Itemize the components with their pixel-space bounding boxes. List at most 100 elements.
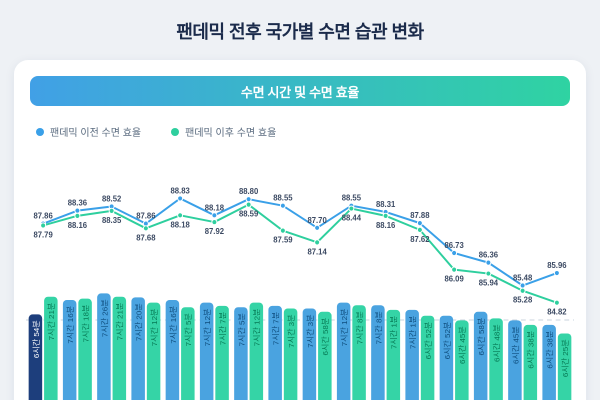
line-point[interactable] [74,207,81,214]
efficiency-value-label: 88.18 [170,220,190,229]
line-point[interactable] [348,205,355,212]
sleep-time-bar[interactable] [44,296,58,400]
line-point[interactable] [416,220,423,227]
efficiency-value-label: 84.82 [547,308,567,317]
bar-time-label: 7시간 16분 [65,306,75,344]
line-point[interactable] [416,226,423,233]
line-point[interactable] [485,270,492,277]
line-point[interactable] [451,266,458,273]
line-point[interactable] [211,212,218,219]
legend-label-post: 팬데믹 이후 수면 효율 [185,128,277,139]
sleep-time-bar[interactable] [420,315,435,400]
efficiency-value-label: 85.94 [479,278,499,287]
bar-time-label: 6시간 52분 [423,322,433,360]
bar-time-label: 7시간 12분 [252,309,262,347]
legend-item-pre-pandemic[interactable]: 팬데믹 이전 수면 효율 [36,124,141,139]
line-point[interactable] [74,212,81,219]
legend-item-post-pandemic[interactable]: 팬데믹 이후 수면 효율 [171,124,276,139]
line-point[interactable] [279,202,286,209]
sleep-time-bar[interactable] [131,297,145,400]
sleep-time-bar[interactable] [199,302,214,400]
efficiency-value-label: 87.86 [33,212,53,221]
sleep-time-bar[interactable] [405,309,419,400]
line-point[interactable] [451,249,458,257]
bar-time-label: 6시간 58분 [476,318,486,356]
sleep-efficiency-and-time-chart: 6시간 54분 7시간 21분 7시간 16분 7시간 18분 7시간 26분 7시간 2… [26,186,574,400]
bar-time-label: 7시간 12분 [149,309,159,347]
efficiency-line-1 [42,203,558,304]
card-header-title: 수면 시간 및 수면 효율 [240,84,360,100]
sleep-time-bar[interactable] [371,305,385,400]
sleep-time-bar[interactable] [386,309,401,400]
line-point[interactable] [485,259,492,266]
sleep-time-bar[interactable] [28,314,43,400]
efficiency-value-label: 87.79 [33,230,53,239]
efficiency-value-label: 87.59 [273,236,293,245]
sleep-time-bar[interactable] [78,298,92,400]
sleep-time-bar[interactable] [234,307,248,400]
efficiency-value-label: 88.16 [376,221,396,230]
sleep-time-bar[interactable] [489,318,503,400]
efficiency-value-label: 88.31 [376,200,396,209]
efficiency-value-label: 87.70 [307,216,327,225]
line-point[interactable] [553,269,560,277]
legend-label-pre: 팬데믹 이전 수면 효율 [50,128,142,139]
line-point[interactable] [519,287,526,294]
bar-time-label: 6시간 25분 [560,339,570,377]
sleep-time-bar[interactable] [181,307,195,400]
efficiency-value-label: 88.36 [68,199,88,208]
sleep-time-bar[interactable] [249,302,264,400]
sleep-time-bar[interactable] [302,308,317,400]
line-point[interactable] [177,212,184,219]
sleep-time-bar[interactable] [215,305,229,400]
line-point[interactable] [245,196,252,203]
bar-time-label: 7시간 18분 [81,305,91,343]
bar-time-label: 7시간 3분 [305,315,315,348]
efficiency-value-label: 87.62 [410,235,430,244]
efficiency-value-label: 88.55 [273,194,293,203]
efficiency-value-label: 87.88 [410,211,430,220]
sleep-time-bar[interactable] [165,299,180,400]
sleep-time-bar[interactable] [352,305,366,400]
sleep-time-bar[interactable] [473,311,488,400]
bar-time-label: 6시간 38분 [545,331,555,369]
sleep-time-bar[interactable] [523,324,538,400]
bar-time-label: 7시간 5분 [183,313,193,346]
line-point[interactable] [382,212,389,219]
bar-time-label: 7시간 7분 [271,312,281,345]
line-point[interactable] [142,225,149,232]
line-point[interactable] [279,227,286,234]
bar-time-label: 7시간 7분 [218,312,228,345]
efficiency-value-label: 88.59 [239,210,259,219]
sleep-time-bar[interactable] [439,315,454,400]
line-point[interactable] [211,218,218,226]
efficiency-value-label: 88.55 [342,194,362,203]
sleep-time-bar[interactable] [97,293,111,400]
sleep-time-bar[interactable] [336,302,351,400]
efficiency-value-label: 86.73 [444,241,464,250]
bar-time-label: 7시간 12분 [339,309,349,347]
sleep-time-bar[interactable] [268,305,282,400]
efficiency-value-label: 87.14 [307,247,327,256]
sleep-time-bar[interactable] [146,302,161,400]
bar-time-label: 6시간 45분 [457,326,467,364]
sleep-time-bar[interactable] [455,320,469,400]
sleep-time-bar[interactable] [283,308,298,400]
sleep-time-bar[interactable] [62,299,77,400]
line-point[interactable] [177,195,184,202]
sleep-time-bar[interactable] [112,296,127,400]
line-point[interactable] [314,239,321,246]
line-point[interactable] [245,201,252,208]
efficiency-value-label: 87.86 [136,212,156,221]
line-point[interactable] [519,282,526,289]
bar-time-label: 7시간 8분 [355,311,365,344]
line-point[interactable] [108,207,115,215]
line-point[interactable] [553,299,560,306]
sleep-time-bar[interactable] [557,333,572,400]
sleep-time-bar[interactable] [542,324,556,400]
line-point[interactable] [40,222,47,229]
sleep-time-bar[interactable] [508,320,522,400]
sleep-time-bar[interactable] [318,311,332,400]
line-point[interactable] [314,224,321,231]
